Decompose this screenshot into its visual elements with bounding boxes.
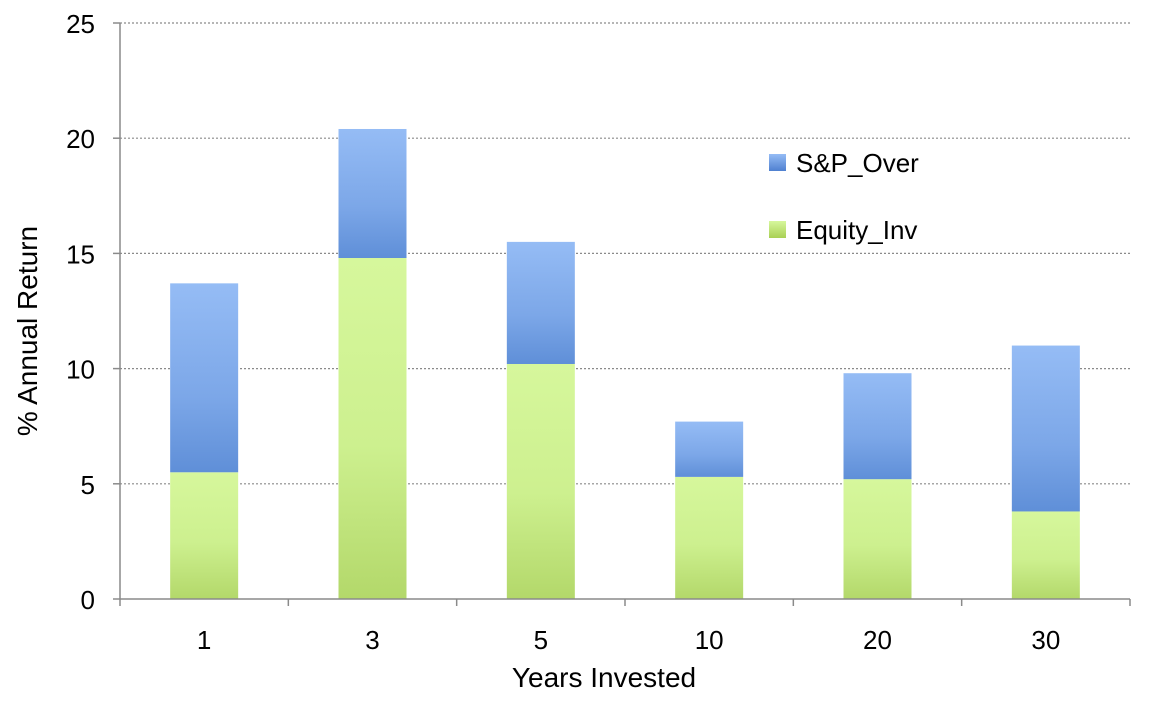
bar-s-p-over-1 — [170, 283, 239, 473]
y-tick-label: 0 — [81, 585, 95, 615]
x-tick-label: 10 — [695, 625, 724, 655]
bar-equity-inv-5 — [506, 363, 575, 599]
legend-swatch-sp-over — [769, 154, 786, 171]
y-tick-label: 20 — [66, 124, 95, 154]
bar-s-p-over-5 — [506, 241, 575, 364]
bar-equity-inv-10 — [675, 476, 744, 599]
y-tick-label: 15 — [66, 239, 95, 269]
x-tick-label: 30 — [1031, 625, 1060, 655]
y-tick-label: 10 — [66, 355, 95, 385]
bar-equity-inv-1 — [170, 472, 239, 599]
x-axis-label: Years Invested — [512, 662, 696, 693]
bar-equity-inv-30 — [1011, 511, 1080, 599]
legend-label-equity-inv: Equity_Inv — [796, 215, 917, 245]
gridlines — [120, 22, 1130, 485]
y-tick-label: 25 — [66, 9, 95, 39]
bar-s-p-over-10 — [675, 421, 744, 477]
y-tick-label: 5 — [81, 470, 95, 500]
y-axis-label: % Annual Return — [12, 226, 43, 436]
x-tick-label: 3 — [365, 625, 379, 655]
legend: S&P_Over Equity_Inv — [769, 148, 919, 245]
x-tick-label: 5 — [534, 625, 548, 655]
tick-labels: 0 5 10 15 20 25 1 3 5 10 20 30 — [66, 9, 1060, 655]
axes — [113, 22, 1131, 606]
bar-s-p-over-30 — [1011, 345, 1080, 512]
bar-equity-inv-20 — [843, 479, 912, 599]
bar-s-p-over-3 — [338, 128, 407, 259]
bar-equity-inv-3 — [338, 258, 407, 599]
bars — [170, 128, 1080, 599]
x-tick-label: 20 — [863, 625, 892, 655]
legend-swatch-equity-inv — [769, 221, 786, 238]
legend-label-sp-over: S&P_Over — [796, 148, 919, 178]
x-tick-label: 1 — [197, 625, 211, 655]
bar-s-p-over-20 — [843, 373, 912, 480]
